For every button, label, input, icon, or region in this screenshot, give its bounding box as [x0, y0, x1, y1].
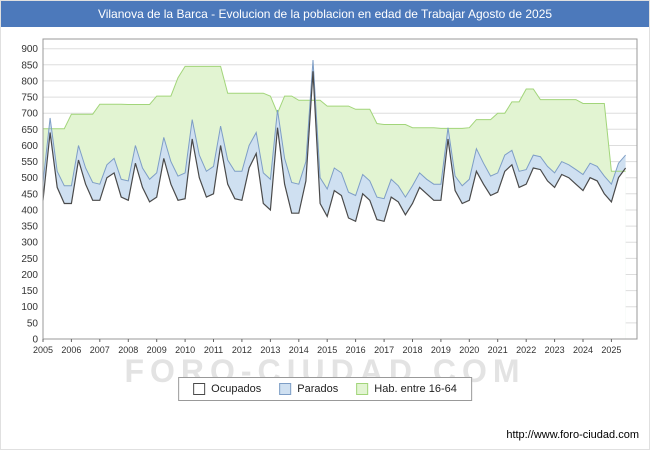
chart-title: Vilanova de la Barca - Evolucion de la p… — [1, 1, 649, 27]
parados-line — [42, 59, 626, 200]
plot-area: 0 50 100 150 200 250 300 350 400 450 500 550 600 650 7… — [1, 27, 649, 367]
y-tick-label: 400 — [21, 206, 38, 217]
y-tick-label: 550 — [21, 157, 38, 168]
x-tick-label: 2023 — [545, 345, 565, 355]
legend: Ocupados Parados Hab. entre 16-64 — [178, 377, 472, 401]
x-tick-label: 2024 — [573, 345, 593, 355]
legend-label-parados: Parados — [297, 383, 339, 395]
y-tick-label: 0 — [32, 335, 38, 346]
x-tick-label: 2011 — [204, 345, 223, 355]
x-tick-label: 2010 — [175, 345, 195, 355]
legend-item-parados: Parados — [279, 383, 338, 395]
x-tick-label: 2013 — [260, 345, 280, 355]
x-tick-label: 2021 — [488, 345, 508, 355]
x-tick-label: 2016 — [346, 345, 366, 355]
x-tick-label: 2015 — [317, 345, 337, 355]
x-tick-label: 2008 — [118, 345, 138, 355]
y-tick-label: 50 — [27, 318, 39, 329]
y-tick-label: 300 — [21, 238, 38, 249]
ocupados-line — [42, 71, 627, 223]
y-tick-label: 850 — [21, 60, 38, 71]
ocupados-swatch-icon — [193, 383, 206, 395]
x-tick-label: 2005 — [33, 345, 53, 355]
y-tick-label: 450 — [21, 189, 38, 200]
x-tick-label: 2019 — [431, 345, 451, 355]
y-tick-label: 650 — [21, 125, 38, 136]
y-tick-label: 350 — [21, 222, 38, 233]
y-tick-label: 500 — [21, 173, 38, 184]
plot-border — [42, 38, 638, 340]
y-tick-label: 900 — [21, 44, 38, 55]
legend-label-ocupados: Ocupados — [211, 383, 262, 395]
x-tick-label: 2022 — [516, 345, 536, 355]
parados-swatch-icon — [279, 383, 292, 395]
y-tick-label: 200 — [21, 270, 38, 281]
x-tick-label: 2020 — [459, 345, 479, 355]
hab-line — [43, 65, 626, 172]
x-tick-label: 2025 — [601, 345, 621, 355]
legend-label-hab: Hab. entre 16-64 — [374, 383, 457, 395]
x-tick-label: 2009 — [147, 345, 167, 355]
ocupados-area — [43, 71, 626, 340]
y-tick-label: 750 — [21, 93, 38, 104]
hab-swatch-icon — [356, 383, 369, 395]
y-tick-label: 800 — [21, 76, 38, 87]
x-tick-label: 2018 — [402, 345, 422, 355]
y-tick-label: 100 — [21, 302, 38, 313]
population-chart: 0 50 100 150 200 250 300 350 400 450 500 550 600 650 7… — [21, 38, 638, 355]
x-tick-label: 2007 — [90, 345, 110, 355]
y-tick-label: 700 — [21, 109, 38, 120]
x-tick-label: 2012 — [232, 345, 252, 355]
legend-item-ocupados: Ocupados — [193, 383, 261, 395]
y-tick-label: 600 — [21, 141, 38, 152]
x-tick-label: 2014 — [289, 345, 309, 355]
y-tick-label: 250 — [21, 254, 38, 265]
legend-item-hab: Hab. entre 16-64 — [356, 383, 457, 395]
footer-url[interactable]: http://www.foro-ciudad.com — [506, 429, 639, 441]
x-tick-label: 2006 — [61, 345, 81, 355]
y-tick-label: 150 — [21, 286, 38, 297]
x-tick-label: 2017 — [374, 345, 394, 355]
